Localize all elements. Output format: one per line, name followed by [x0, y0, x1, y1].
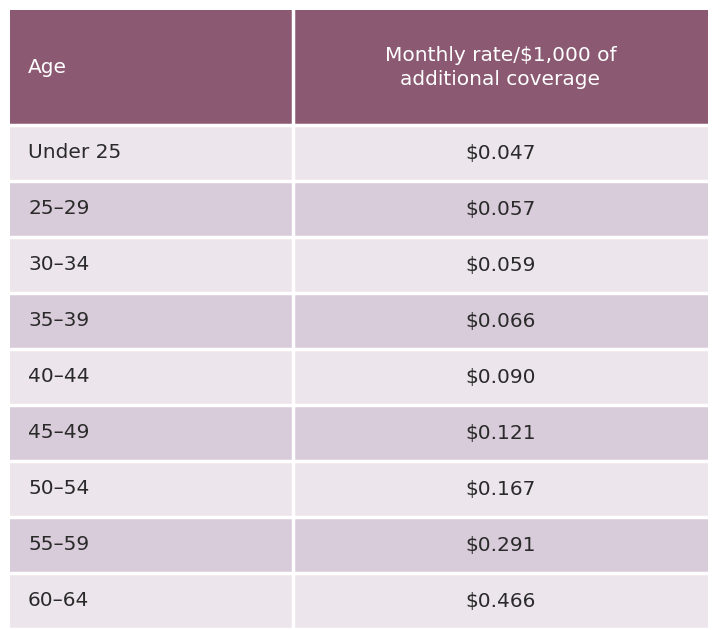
- Bar: [293, 237, 708, 293]
- Bar: [293, 517, 708, 573]
- Text: 55–59: 55–59: [28, 536, 89, 554]
- Text: $0.066: $0.066: [465, 311, 536, 331]
- Bar: [293, 405, 708, 461]
- Text: $0.059: $0.059: [465, 256, 536, 275]
- Text: 30–34: 30–34: [28, 256, 89, 275]
- Bar: [10, 237, 293, 293]
- Bar: [10, 125, 293, 181]
- Text: 60–64: 60–64: [28, 592, 89, 610]
- Text: $0.090: $0.090: [465, 367, 536, 386]
- Bar: [293, 10, 708, 125]
- Bar: [10, 293, 293, 349]
- Bar: [10, 181, 293, 237]
- Bar: [10, 573, 293, 629]
- Text: Age: Age: [28, 58, 67, 77]
- Text: 25–29: 25–29: [28, 200, 89, 219]
- Text: $0.291: $0.291: [465, 536, 536, 554]
- Bar: [10, 405, 293, 461]
- Text: 45–49: 45–49: [28, 423, 89, 442]
- Text: Under 25: Under 25: [28, 144, 121, 163]
- Bar: [10, 349, 293, 405]
- Text: 50–54: 50–54: [28, 479, 89, 498]
- Text: 35–39: 35–39: [28, 311, 89, 331]
- Bar: [293, 181, 708, 237]
- Text: Monthly rate/$1,000 of
additional coverage: Monthly rate/$1,000 of additional covera…: [385, 46, 616, 89]
- Text: $0.466: $0.466: [465, 592, 536, 610]
- Text: 40–44: 40–44: [28, 367, 90, 386]
- Bar: [10, 517, 293, 573]
- Text: $0.167: $0.167: [465, 479, 536, 498]
- Bar: [293, 349, 708, 405]
- Bar: [10, 10, 293, 125]
- Text: $0.047: $0.047: [465, 144, 536, 163]
- Bar: [293, 125, 708, 181]
- Text: $0.057: $0.057: [465, 200, 536, 219]
- Text: $0.121: $0.121: [465, 423, 536, 442]
- Bar: [10, 461, 293, 517]
- Bar: [293, 293, 708, 349]
- Bar: [293, 461, 708, 517]
- Bar: [293, 573, 708, 629]
